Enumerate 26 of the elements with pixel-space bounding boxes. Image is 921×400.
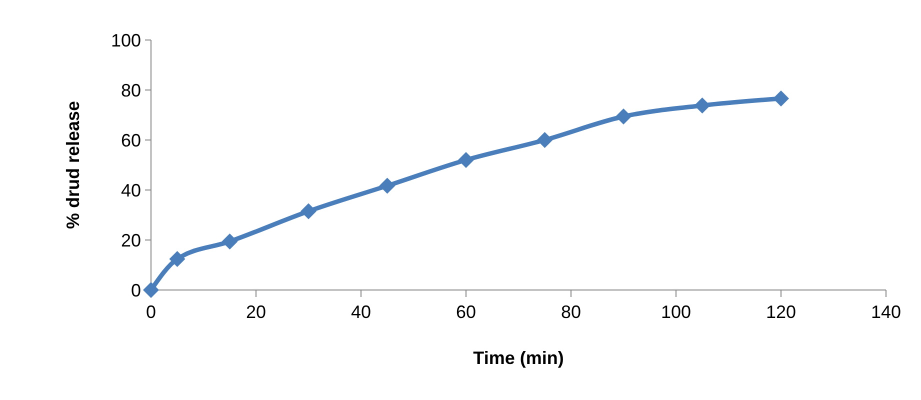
point: [694, 98, 710, 114]
point: [222, 234, 238, 250]
point: [300, 203, 316, 220]
y-tick-label: 100: [110, 30, 141, 50]
point: [379, 178, 396, 194]
x-tick-label: 0: [146, 302, 156, 322]
y-tick-label: 20: [120, 230, 141, 250]
point: [143, 282, 159, 298]
point: [773, 90, 789, 106]
x-tick-label: 100: [660, 302, 692, 322]
y-tick-label: 60: [120, 130, 141, 150]
y-axis-title: % drud release: [63, 100, 83, 230]
x-tick-label: 60: [456, 302, 476, 322]
y-tick-label: 40: [120, 180, 141, 200]
point: [616, 108, 632, 124]
x-tick-label: 140: [870, 302, 902, 322]
point: [536, 132, 553, 148]
point: [458, 152, 474, 168]
point: [169, 251, 186, 267]
y-tick-label: 0: [130, 280, 141, 300]
x-tick-label: 120: [766, 302, 796, 322]
x-axis-title: Time (min): [473, 348, 564, 368]
y-tick-label: 80: [120, 80, 141, 100]
x-tick-label: 80: [560, 302, 582, 322]
x-tick-label: 40: [350, 302, 372, 322]
x-tick-label: 20: [246, 302, 266, 322]
